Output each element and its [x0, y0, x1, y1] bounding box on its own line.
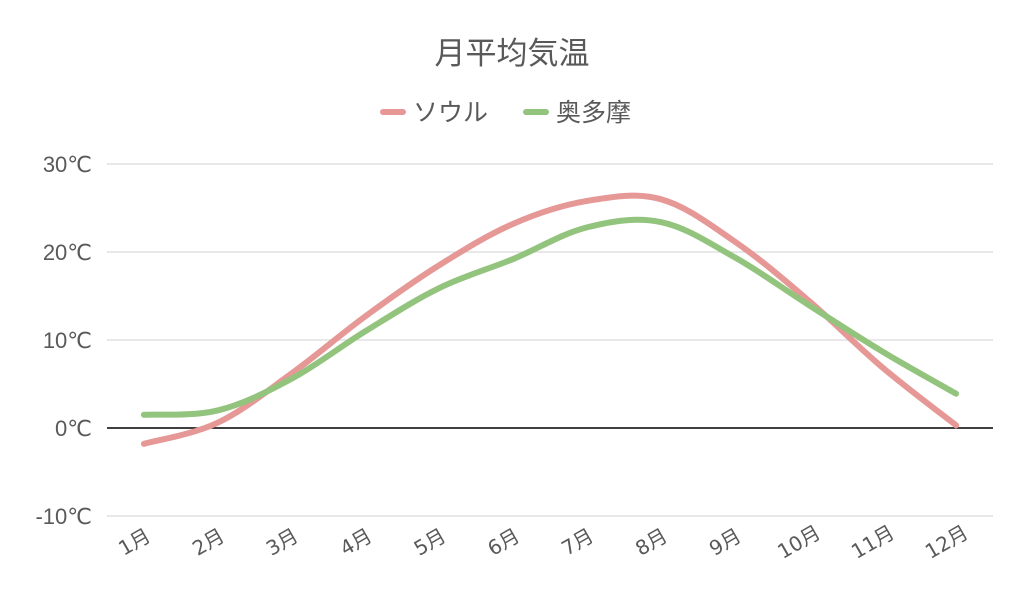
y-tick-label: 30℃ [43, 152, 92, 177]
y-axis: -10℃ 0℃ 10℃ 20℃ 30℃ [35, 152, 92, 529]
x-axis: 1月 2月 3月 4月 5月 6月 7月 8月 9月 10月 11月 12月 [114, 520, 972, 564]
x-tick-label: 7月 [557, 523, 597, 560]
gridlines [107, 163, 993, 517]
chart-title: 月平均気温 [435, 36, 590, 72]
x-tick-label: 4月 [336, 523, 376, 560]
x-tick-label: 12月 [921, 520, 972, 564]
x-tick-label: 5月 [410, 523, 450, 560]
x-tick-label: 11月 [847, 520, 898, 564]
y-tick-label: 10℃ [43, 328, 92, 353]
x-tick-label: 10月 [773, 520, 824, 564]
series-lines [140, 192, 960, 447]
y-tick-label: 0℃ [55, 416, 92, 441]
legend-label: ソウル [413, 98, 488, 127]
x-tick-label: 6月 [483, 523, 523, 560]
x-tick-label: 8月 [631, 523, 671, 560]
x-tick-label: 2月 [188, 523, 228, 560]
series-line-2 [140, 216, 960, 418]
x-tick-label: 9月 [705, 523, 745, 560]
x-tick-label: 1月 [114, 523, 154, 560]
x-tick-label: 3月 [262, 523, 302, 560]
y-tick-label: -10℃ [35, 504, 92, 529]
legend-label: 奥多摩 [556, 98, 631, 127]
y-tick-label: 20℃ [43, 240, 92, 265]
legend: ソウル 奥多摩 [380, 98, 631, 127]
